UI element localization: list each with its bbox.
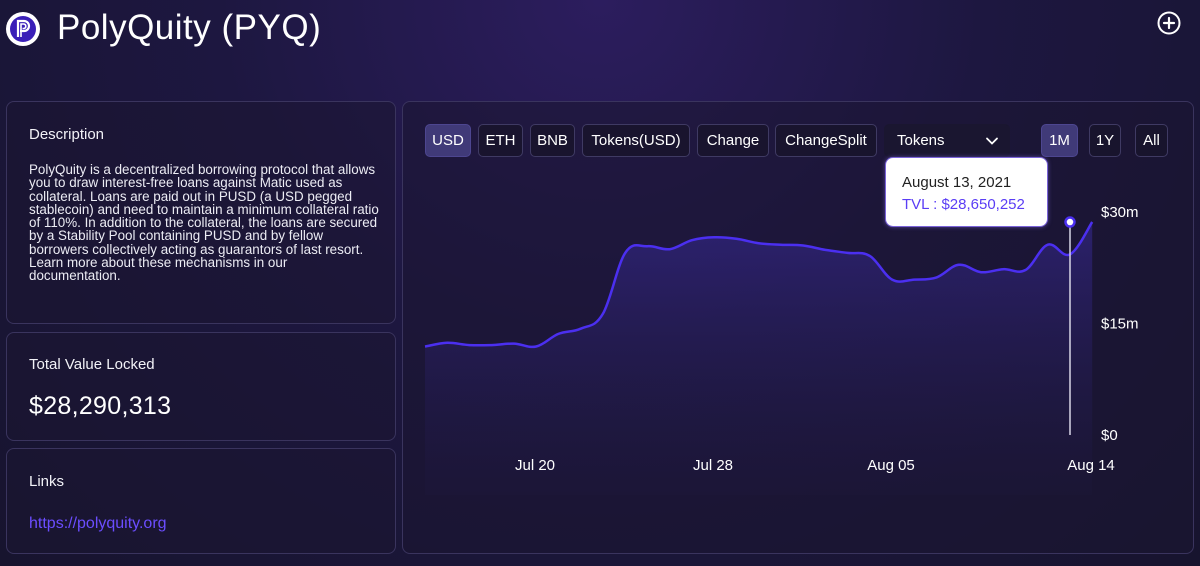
denomination-eth-button[interactable]: ETH bbox=[478, 124, 523, 157]
tvl-area-fill bbox=[425, 222, 1093, 495]
x-tick-label: Aug 05 bbox=[867, 457, 915, 474]
chevron-down-icon bbox=[985, 134, 999, 148]
tooltip-value: TVL : $28,650,252 bbox=[902, 196, 1025, 213]
denomination-changesplit-button[interactable]: ChangeSplit bbox=[775, 124, 877, 157]
x-tick-label: Jul 28 bbox=[693, 457, 733, 474]
tooltip-date: August 13, 2021 bbox=[902, 174, 1012, 191]
token-select[interactable]: Tokens bbox=[884, 124, 1010, 157]
chart-tooltip: August 13, 2021 TVL : $28,650,252 bbox=[885, 157, 1048, 227]
denomination-tokens-usd-button[interactable]: Tokens(USD) bbox=[582, 124, 690, 157]
y-tick-label: $30m bbox=[1101, 204, 1139, 221]
tvl-label: Total Value Locked bbox=[29, 356, 155, 373]
links-card: Links https://polyquity.org bbox=[6, 448, 396, 554]
range-1y-button[interactable]: 1Y bbox=[1089, 124, 1121, 157]
x-tick-label: Jul 20 bbox=[515, 457, 555, 474]
description-text: PolyQuity is a decentralized borrowing p… bbox=[29, 162, 379, 284]
tvl-card: Total Value Locked $28,290,313 bbox=[6, 332, 396, 441]
denomination-bnb-button[interactable]: BNB bbox=[530, 124, 575, 157]
denomination-change-button[interactable]: Change bbox=[697, 124, 769, 157]
y-tick-label: $0 bbox=[1101, 427, 1118, 444]
page-title: PolyQuity (PYQ) bbox=[57, 8, 322, 47]
add-icon[interactable] bbox=[1156, 10, 1182, 36]
x-tick-label: Aug 14 bbox=[1067, 457, 1115, 474]
tvl-series-line bbox=[424, 221, 1094, 349]
highlight-point bbox=[1064, 216, 1076, 228]
website-link[interactable]: https://polyquity.org bbox=[29, 515, 167, 532]
page-header: PolyQuity (PYQ) bbox=[0, 0, 1200, 70]
range-all-button[interactable]: All bbox=[1135, 124, 1168, 157]
y-tick-label: $15m bbox=[1101, 316, 1139, 333]
denomination-usd-button[interactable]: USD bbox=[425, 124, 471, 157]
description-card: Description PolyQuity is a decentralized… bbox=[6, 101, 396, 324]
range-1m-button[interactable]: 1M bbox=[1041, 124, 1078, 157]
links-label: Links bbox=[29, 473, 65, 490]
description-label: Description bbox=[29, 126, 105, 143]
tvl-value: $28,290,313 bbox=[29, 392, 172, 420]
token-select-value: Tokens bbox=[897, 132, 945, 149]
polyquity-logo bbox=[6, 12, 40, 46]
